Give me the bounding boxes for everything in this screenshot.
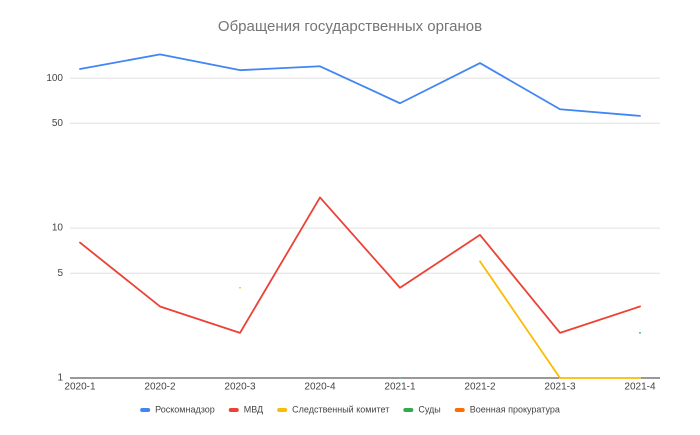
legend-swatch — [277, 408, 288, 412]
legend-label: Роскомнадзор — [155, 404, 215, 414]
legend-swatch — [140, 408, 151, 412]
series-line — [399, 331, 641, 379]
x-tick-label: 2021-1 — [384, 382, 416, 393]
legend-label: Следственный комитет — [292, 404, 389, 414]
x-tick-label: 2020-4 — [304, 382, 336, 393]
series-line — [239, 260, 641, 379]
legend-swatch — [403, 408, 414, 412]
legend-swatch — [454, 408, 465, 412]
series-line — [79, 53, 641, 117]
legend-swatch — [228, 408, 239, 412]
y-tick-label: 50 — [52, 118, 64, 129]
y-tick-label: 100 — [46, 73, 63, 84]
x-tick-label: 2021-4 — [624, 382, 656, 393]
legend-label: Военная прокуратура — [470, 404, 560, 414]
x-tick-label: 2020-3 — [224, 382, 256, 393]
x-tick-label: 2021-2 — [464, 382, 496, 393]
legend-label: МВД — [244, 404, 263, 414]
x-tick-label: 2020-1 — [64, 382, 96, 393]
y-tick-label: 5 — [57, 268, 63, 279]
y-tick-label: 1 — [57, 373, 63, 384]
chart-title: Обращения государственных органов — [218, 18, 482, 35]
x-tick-label: 2021-3 — [544, 382, 576, 393]
series-line — [79, 196, 641, 334]
y-tick-label: 10 — [52, 223, 64, 234]
legend-label: Суды — [418, 404, 440, 414]
x-tick-label: 2020-2 — [144, 382, 176, 393]
